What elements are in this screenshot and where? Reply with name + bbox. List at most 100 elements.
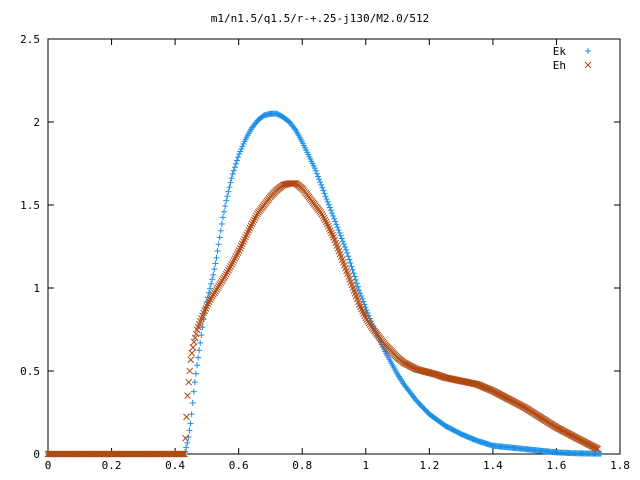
point-Ek-289 (357, 290, 364, 297)
point-Ek-263 (329, 210, 336, 217)
x-tick-label-8: 1.6 (547, 459, 567, 472)
point-Ek-248 (312, 167, 319, 174)
point-Ek-282 (349, 266, 356, 273)
point-Eh-138 (192, 330, 200, 338)
point-Ek-291 (359, 295, 366, 302)
point-Eh-177 (234, 249, 242, 256)
point-Eh-166 (222, 270, 230, 278)
x-tick-label-1: 0.2 (102, 459, 122, 472)
point-Ek-281 (348, 263, 355, 270)
y-tick-label-4: 2 (33, 116, 40, 129)
point-Ek-173 (231, 164, 238, 171)
point-Ek-260 (325, 201, 332, 208)
point-Ek-139 (195, 354, 202, 361)
point-Eh-189 (247, 222, 255, 230)
point-Eh-174 (231, 255, 239, 262)
point-Ek-158 (215, 241, 222, 248)
point-Ek-271 (337, 232, 344, 239)
point-Ek-276 (343, 246, 350, 253)
point-Ek-262 (327, 207, 334, 214)
point-Ek-267 (333, 221, 340, 228)
point-Ek-254 (319, 184, 326, 191)
y-tick-label-5: 2.5 (20, 33, 40, 46)
point-Ek-274 (340, 241, 347, 248)
point-Ek-179 (238, 145, 245, 152)
point-Ek-252 (317, 179, 324, 186)
point-Ek-249 (313, 170, 320, 177)
point-Ek-163 (221, 208, 228, 215)
chart-title: m1/n1.5/q1.5/r-+.25-j130/M2.0/512 (211, 12, 430, 25)
point-Ek-295 (363, 307, 370, 314)
x-tick-label-9: 1.8 (610, 459, 630, 472)
point-Ek-176 (235, 154, 242, 161)
point-Ek-170 (228, 175, 235, 182)
point-Ek-132 (187, 420, 194, 427)
point-Eh-260 (323, 220, 331, 228)
y-tick-label-0: 0 (33, 448, 40, 461)
point-Eh-175 (232, 253, 240, 260)
point-Eh-168 (225, 266, 232, 274)
point-Eh-257 (320, 214, 328, 222)
point-Ek-177 (236, 151, 243, 158)
point-Ek-250 (314, 173, 321, 180)
point-Eh-173 (230, 257, 238, 264)
legend-marker-Eh (584, 61, 592, 69)
point-Eh-150 (205, 298, 213, 306)
point-Ek-268 (334, 224, 341, 231)
point-Eh-135 (189, 344, 197, 351)
axis-ticks: 0 0.2 0.4 0.6 0.8 1 1.2 1.4 1.6 1.8 0 0.5 1 1.5 2 2.5 (20, 33, 630, 472)
point-Ek-167 (225, 188, 232, 195)
point-Ek-283 (350, 270, 357, 277)
point-Eh-124 (177, 450, 185, 458)
point-Ek-168 (226, 184, 233, 191)
point-Ek-162 (219, 214, 226, 221)
plot-frame (47, 38, 621, 455)
point-Eh-169 (226, 264, 233, 272)
point-Ek-172 (230, 167, 237, 174)
point-Ek-272 (338, 235, 345, 242)
point-Ek-156 (213, 254, 220, 261)
point-Ek-157 (214, 248, 221, 255)
point-Eh-129 (183, 413, 190, 421)
point-Ek-280 (347, 259, 354, 266)
legend-label-Eh: Eh (553, 59, 566, 72)
point-Eh-190 (248, 220, 256, 228)
legend-label-Ek: Ek (553, 45, 567, 58)
point-Ek-135 (190, 388, 197, 395)
series-Eh (44, 180, 602, 458)
point-Ek-128 (183, 444, 190, 451)
point-Eh-133 (187, 356, 195, 364)
point-Eh-172 (229, 259, 237, 266)
point-Ek-273 (339, 238, 346, 245)
point-Ek-180 (239, 143, 246, 150)
point-Eh-258 (321, 216, 329, 224)
point-Ek-181 (240, 140, 247, 147)
y-tick-label-2: 1 (33, 282, 40, 295)
point-Ek-140 (196, 347, 203, 354)
x-tick-label-3: 0.6 (229, 459, 249, 472)
point-Ek-275 (341, 243, 348, 250)
point-Ek-165 (223, 197, 230, 204)
y-tick-label-1: 0.5 (20, 365, 40, 378)
y-tick-label-3: 1.5 (20, 199, 40, 212)
point-Eh-191 (249, 218, 257, 226)
point-Ek-131 (186, 427, 193, 434)
point-Ek-159 (216, 234, 223, 241)
point-Eh-137 (191, 334, 199, 342)
point-Ek-285 (352, 276, 359, 283)
point-Ek-266 (332, 218, 339, 225)
point-Eh-171 (228, 261, 235, 268)
point-Eh-176 (233, 251, 241, 258)
point-Ek-286 (353, 280, 360, 287)
point-Ek-278 (345, 253, 352, 260)
point-Ek-152 (209, 276, 216, 283)
point-Ek-164 (222, 203, 229, 210)
point-Ek-255 (320, 187, 327, 194)
point-Ek-264 (330, 212, 337, 219)
point-Ek-259 (324, 198, 331, 205)
point-Ek-150 (206, 285, 213, 292)
point-Ek-153 (210, 271, 217, 278)
point-Ek-269 (335, 227, 342, 234)
point-Eh-170 (227, 262, 234, 270)
